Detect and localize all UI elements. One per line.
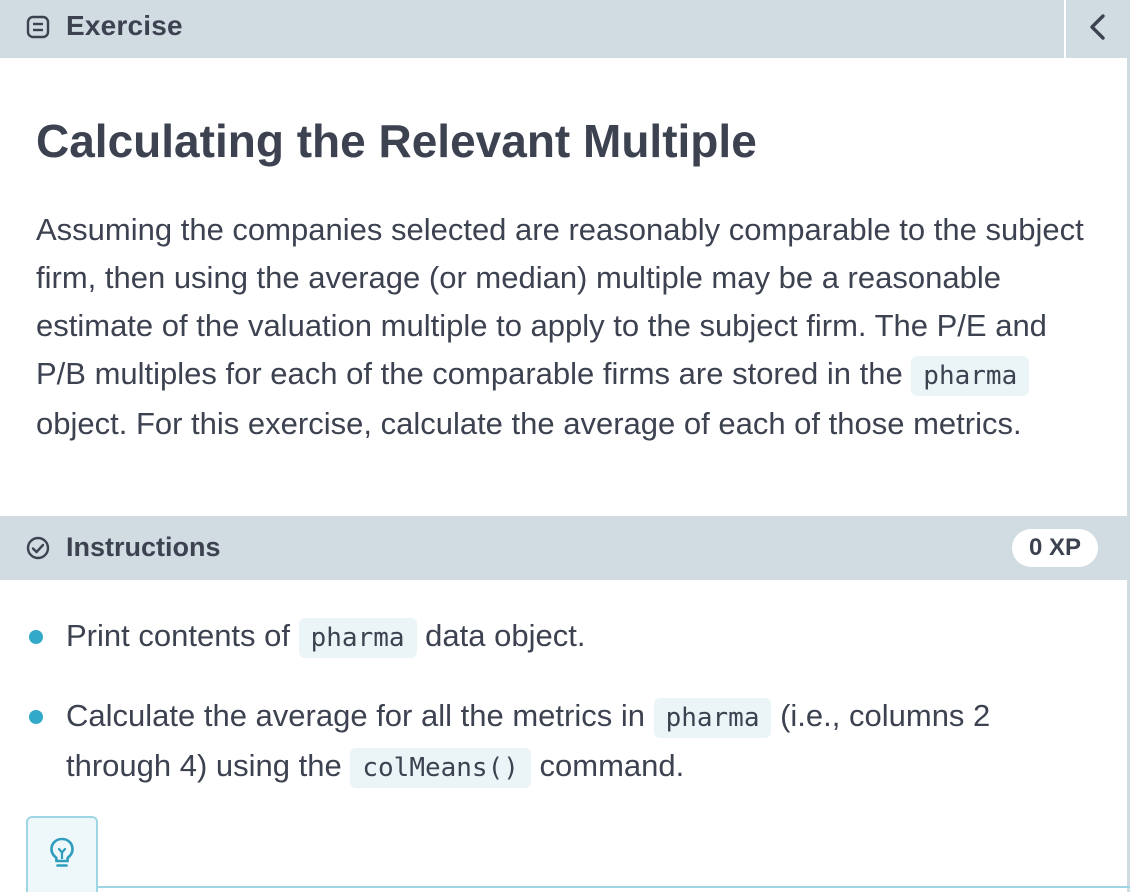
exercise-header: Exercise (0, 0, 1130, 58)
inline-code: pharma (653, 698, 772, 738)
check-circle-icon (26, 536, 50, 560)
instructions-header: Instructions 0 XP (0, 516, 1127, 580)
description-text: Assuming the companies selected are reas… (36, 212, 1084, 391)
list-item: Print contents of pharma data object. (0, 612, 1100, 662)
instruction-text: Print contents of (66, 618, 299, 653)
hint-button[interactable] (26, 816, 98, 892)
inline-code: pharma (911, 356, 1030, 396)
list-item: Calculate the average for all the metric… (0, 692, 1100, 792)
instruction-text: data object. (416, 618, 586, 653)
lightbulb-icon (49, 837, 75, 874)
inline-code: pharma (298, 618, 417, 658)
chevron-left-icon (1088, 13, 1108, 46)
instruction-text: command. (530, 748, 685, 783)
exercise-tab-label: Exercise (66, 10, 183, 41)
exercise-description: Assuming the companies selected are reas… (36, 206, 1096, 448)
instruction-text: Calculate the average for all the metric… (66, 698, 654, 733)
inline-code: colMeans() (350, 748, 531, 788)
header-divider (1064, 0, 1066, 58)
collapse-panel-button[interactable] (1066, 0, 1130, 58)
xp-badge: 0 XP (1012, 529, 1098, 567)
bullet-dot (29, 710, 43, 724)
panel-right-border (1127, 58, 1130, 892)
hint-divider-line (98, 886, 1130, 888)
instructions-label: Instructions (66, 532, 221, 562)
instructions-list: Print contents of pharma data object. Ca… (0, 612, 1100, 822)
bullet-dot (29, 630, 43, 644)
instruction-text: (i.e., columns 2 through 4) using the (66, 698, 991, 783)
exercise-title: Calculating the Relevant Multiple (36, 115, 757, 167)
description-text: object. For this exercise, calculate the… (36, 406, 1022, 441)
document-icon (26, 15, 50, 39)
